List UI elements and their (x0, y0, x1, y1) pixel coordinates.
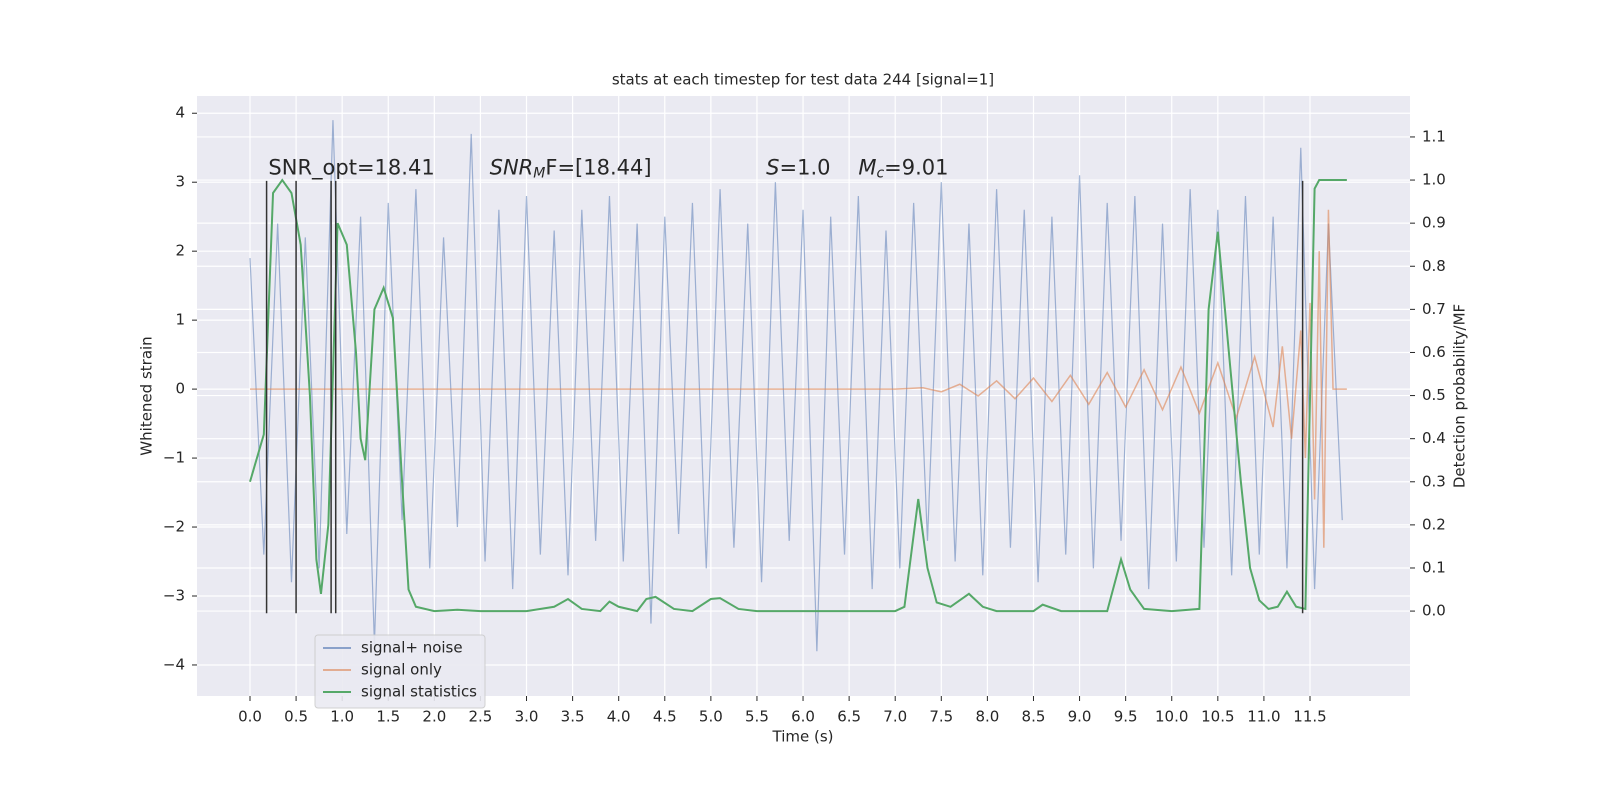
y-tick-label: 1 (175, 311, 185, 329)
legend-label: signal only (361, 661, 442, 679)
x-tick-label: 10.5 (1201, 708, 1234, 726)
x-tick-label: 0.5 (284, 708, 308, 726)
annotation-part: S (766, 155, 779, 179)
y-tick-label: −3 (163, 587, 185, 605)
annotation-part: =1.0 (780, 155, 831, 179)
legend-label: signal+ noise (361, 639, 463, 657)
x-tick-label: 9.0 (1068, 708, 1092, 726)
x-tick-label: 11.0 (1247, 708, 1280, 726)
x-tick-label: 3.5 (561, 708, 585, 726)
x-tick-label: 9.5 (1114, 708, 1138, 726)
annotation: SNRMF=[18.44] (490, 155, 652, 181)
annotation-part: F=[18.44] (545, 155, 651, 179)
y2-tick-label: 0.8 (1422, 257, 1446, 275)
y2-tick-label: 0.9 (1422, 214, 1446, 232)
annotation: SNR_opt=18.41 (268, 155, 434, 180)
y-axis-label: Whitened strain (138, 336, 156, 455)
annotation: Mc=9.01 (858, 155, 948, 181)
x-tick-label: 5.0 (699, 708, 723, 726)
annotation-part: c (876, 165, 884, 181)
x-axis-label: Time (s) (772, 728, 834, 746)
y2-tick-label: 1.0 (1422, 171, 1446, 189)
annotation-part: SNR_opt=18.41 (268, 155, 434, 180)
y-tick-label: −2 (163, 518, 185, 536)
annotation: S=1.0 (766, 155, 830, 179)
annotation-part: =9.01 (884, 155, 948, 179)
x-tick-label: 6.5 (837, 708, 861, 726)
annotation-part: SNR (490, 155, 534, 179)
x-tick-label: 2.5 (469, 708, 493, 726)
x-tick-label: 7.5 (929, 708, 953, 726)
y-tick-label: −4 (163, 655, 185, 673)
y-tick-label: 2 (175, 242, 185, 260)
series-line (249, 178, 1347, 613)
x-tick-label: 0.0 (238, 708, 262, 726)
y-tick-label: 0 (175, 380, 185, 398)
series-line (249, 120, 1343, 652)
x-tick-label: 11.5 (1293, 708, 1326, 726)
x-tick-label: 6.0 (791, 708, 815, 726)
y-tick-label: 4 (175, 104, 185, 122)
x-tick-label: 1.0 (330, 708, 354, 726)
y2-axis-label: Detection probability/MF (1451, 304, 1469, 488)
y2-tick-label: 0.1 (1422, 558, 1446, 576)
legend-label: signal statistics (361, 683, 477, 701)
y2-tick-label: 0.7 (1422, 300, 1446, 318)
y2-tick-label: 0.5 (1422, 386, 1446, 404)
chart-title: stats at each timestep for test data 244… (612, 71, 994, 89)
x-tick-label: 1.5 (376, 708, 400, 726)
y2-tick-label: 0.2 (1422, 515, 1446, 533)
x-tick-label: 4.0 (607, 708, 631, 726)
legend-box (314, 634, 486, 709)
x-tick-label: 8.5 (1022, 708, 1046, 726)
y2-tick-label: 1.1 (1422, 127, 1446, 145)
y2-tick-label: 0.3 (1422, 472, 1446, 490)
x-tick-label: 5.5 (745, 708, 769, 726)
x-tick-label: 8.0 (975, 708, 999, 726)
x-tick-label: 3.0 (515, 708, 539, 726)
y-tick-label: −1 (163, 449, 185, 467)
y2-tick-label: 0.6 (1422, 343, 1446, 361)
x-tick-label: 2.0 (422, 708, 446, 726)
series-line (250, 209, 1347, 548)
x-tick-label: 7.0 (883, 708, 907, 726)
annotation-part: M (858, 155, 876, 179)
annotation-part: M (533, 165, 545, 181)
x-tick-label: 10.0 (1155, 708, 1188, 726)
y2-tick-label: 0.0 (1422, 602, 1446, 620)
x-tick-label: 4.5 (653, 708, 677, 726)
y2-tick-label: 0.4 (1422, 429, 1446, 447)
y-tick-label: 3 (175, 173, 185, 191)
